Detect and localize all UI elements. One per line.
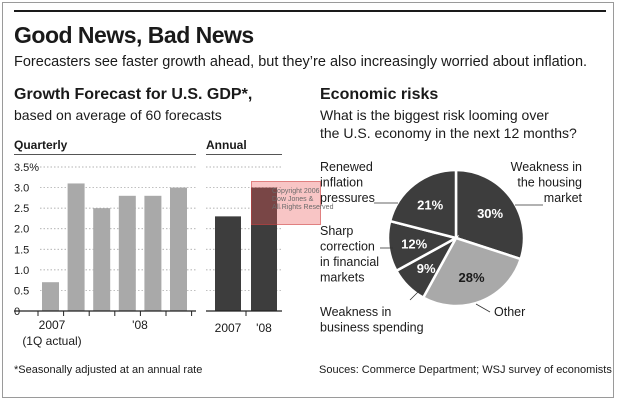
x-axis [14, 310, 282, 316]
pie-slices [386, 168, 526, 308]
x-label-annual: '08 [256, 321, 272, 335]
pie-category-label: Sharp [320, 224, 353, 238]
pie-category-label: markets [320, 271, 364, 285]
pie-category-label: in financial [320, 255, 379, 269]
chart-subtitle: Forecasters see faster growth ahead, but… [14, 54, 588, 70]
pie-category-label: pressures [320, 191, 375, 205]
pie-value-label: 30% [477, 206, 503, 221]
pie-value-label: 28% [459, 270, 485, 285]
pie-slice [388, 168, 458, 240]
y-tick-label: 2.5 [14, 203, 29, 215]
pie-category-label: business spending [320, 321, 424, 335]
watermark-stamp [251, 181, 321, 225]
bars [42, 183, 277, 311]
y-tick-label: 1.0 [14, 265, 29, 277]
y-tick-label: 1.5 [14, 244, 29, 256]
pie-leader-line [475, 303, 491, 313]
y-tick-label: 0 [14, 306, 20, 318]
x-axis-labels: 2007 (1Q actual) '08 2007 '08 [22, 318, 272, 348]
annual-bar [251, 187, 277, 311]
quarterly-bar [67, 183, 85, 311]
y-axis-ticks: 3.5% 3.0 2.5 2.0 1.5 1.0 0.5 0 [14, 162, 39, 318]
pie-category-label: Other [494, 305, 525, 319]
pie-category-label: Weakness in [320, 305, 391, 319]
quarterly-bar [118, 195, 136, 311]
x-label-1q-actual: (1Q actual) [22, 334, 81, 348]
gdp-panel-title: Growth Forecast for U.S. GDP*, [14, 86, 253, 103]
y-tick-label: 3.0 [14, 183, 29, 195]
pie-category-label: Renewed [320, 160, 373, 174]
quarterly-label: Quarterly [14, 138, 68, 152]
quarterly-rule [14, 154, 196, 155]
pie-category-label: Weakness in [511, 160, 582, 174]
pie-value-label: 12% [401, 236, 427, 251]
pie-category-label: correction [320, 240, 375, 254]
quarterly-bar [93, 208, 111, 311]
pie-slice [454, 168, 526, 261]
pie-value-label: 21% [417, 198, 443, 213]
source-note: Souces: Commerce Department; WSJ survey … [319, 364, 612, 376]
pie-category-label: the housing [517, 176, 582, 190]
quarterly-bar [42, 282, 59, 311]
annual-label: Annual [206, 138, 247, 152]
pie-leader-line [409, 289, 421, 301]
pie-category-label: inflation [320, 176, 363, 190]
footnote: *Seasonally adjusted at an annual rate [14, 364, 203, 376]
y-tick-label: 3.5% [14, 162, 39, 174]
risk-question-line-1: What is the biggest risk looming over [320, 107, 549, 123]
x-label-08: '08 [132, 318, 148, 332]
risk-panel-title: Economic risks [320, 86, 439, 103]
gdp-panel-subtitle: based on average of 60 forecasts [14, 107, 222, 123]
chart-title: Good News, Bad News [14, 22, 254, 48]
watermark-text: Copyright 2006 Dow Jones & All Rights Re… [272, 188, 334, 211]
annual-rule [206, 154, 282, 155]
top-rule [14, 10, 606, 12]
x-label-2007: 2007 [39, 318, 66, 332]
pie-value-label: 9% [417, 261, 436, 276]
pie-value-labels: 30% 28% 9% 12% 21% [401, 198, 503, 286]
risk-question-line-2: the U.S. economy in the next 12 months? [320, 125, 577, 141]
annual-bar [215, 216, 241, 311]
quarterly-bar [170, 187, 187, 311]
pie-category-label: market [544, 191, 583, 205]
pie-leader-lines [374, 202, 543, 313]
quarterly-bar [144, 195, 162, 311]
y-tick-label: 2.0 [14, 224, 29, 236]
x-label-annual: 2007 [215, 321, 242, 335]
y-tick-label: 0.5 [14, 285, 29, 297]
